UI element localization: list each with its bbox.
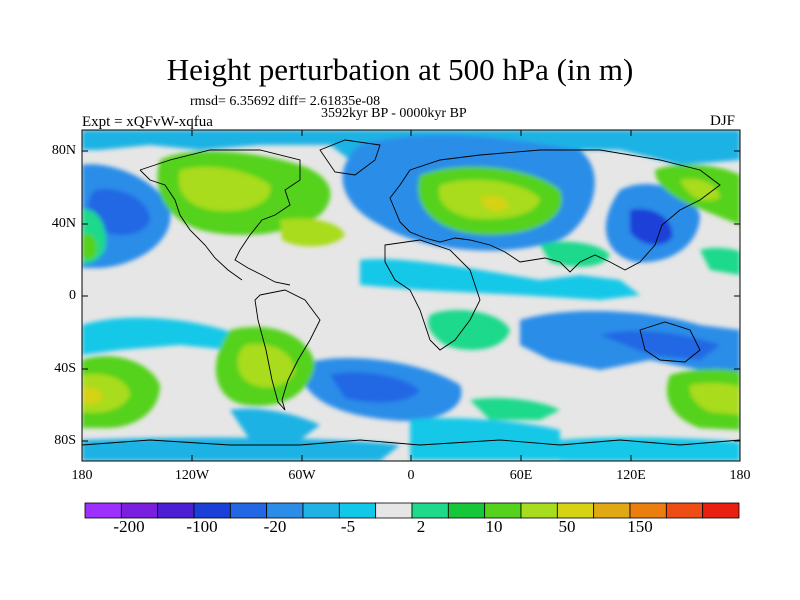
- y-tick-label: 80N: [51, 143, 76, 158]
- colorbar-swatch: [157, 502, 195, 519]
- colorbar-label: -20: [263, 517, 287, 536]
- height-field: [82, 130, 740, 461]
- y-tick-label: 40S: [54, 361, 76, 376]
- colorbar-swatch: [484, 502, 522, 519]
- colorbar-swatch: [375, 502, 413, 519]
- colorbar-swatch: [520, 502, 558, 519]
- colorbar-label: -5: [340, 517, 356, 536]
- x-tick-label: 180: [71, 468, 93, 483]
- colorbar-swatch: [556, 502, 595, 519]
- colorbar-label: 150: [627, 517, 653, 536]
- colorbar-swatch: [120, 502, 159, 519]
- axis-ticks: [81, 130, 741, 461]
- colorbar-swatch: [665, 502, 704, 519]
- colorbar-swatch: [629, 502, 667, 519]
- y-tick-label: 80S: [54, 433, 76, 448]
- colorbar-swatch: [702, 502, 740, 519]
- plot-title: Height perturbation at 500 hPa (in m): [166, 52, 634, 87]
- x-tick-label: 120W: [174, 468, 210, 483]
- y-tick-label: 0: [69, 288, 76, 303]
- colorbar-swatch: [229, 502, 268, 519]
- colorbar-swatch: [84, 502, 122, 519]
- x-tick-label: 120E: [616, 468, 646, 483]
- colorbar-label: 2: [416, 517, 426, 536]
- x-tick-label: 60W: [288, 468, 316, 483]
- colorbar-label: -100: [186, 517, 218, 536]
- colorbar: [84, 502, 740, 519]
- x-tick-label: 60E: [509, 468, 533, 483]
- colorbar-swatch: [593, 502, 631, 519]
- colorbar-swatch: [193, 502, 231, 519]
- colorbar-label: 50: [558, 517, 576, 536]
- colorbar-label: -200: [113, 517, 145, 536]
- map-panel: [82, 130, 740, 461]
- x-tick-label: 0: [407, 468, 415, 483]
- colorbar-swatch: [302, 502, 340, 519]
- colorbar-label: 10: [485, 517, 503, 536]
- y-tick-label: 40N: [51, 216, 76, 231]
- period-label: 3592kyr BP - 0000kyr BP: [321, 106, 467, 121]
- experiment-label: Expt = xQFvW-xqfua: [82, 114, 213, 130]
- coastlines: [82, 139, 740, 446]
- stats-label: rmsd= 6.35692 diff= 2.61835e-08: [190, 94, 381, 109]
- season-label: DJF: [710, 113, 736, 129]
- x-tick-label: 180: [729, 468, 751, 483]
- colorbar-swatch: [266, 502, 304, 519]
- colorbar-swatch: [411, 502, 449, 519]
- colorbar-swatch: [447, 502, 486, 519]
- colorbar-swatch: [338, 502, 377, 519]
